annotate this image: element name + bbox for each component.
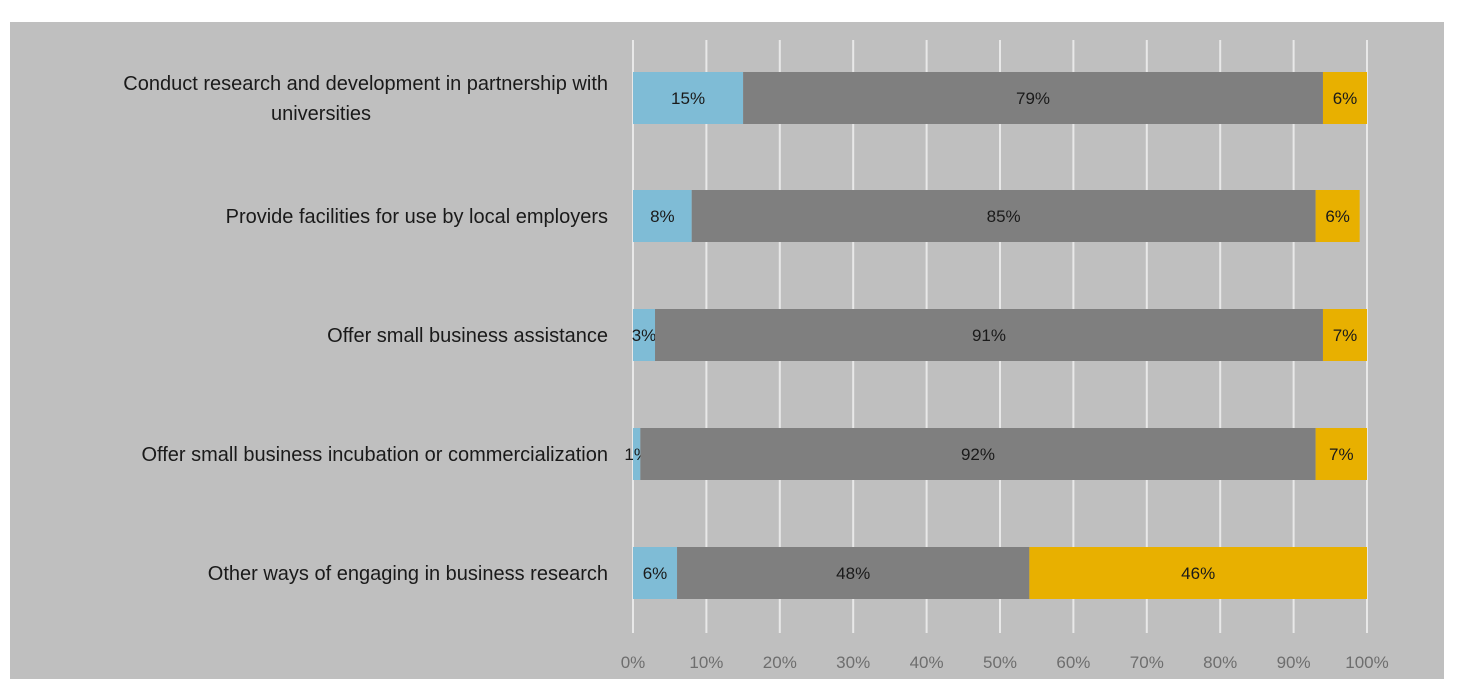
- category-label: Provide facilities for use by local empl…: [226, 206, 608, 228]
- data-label: 46%: [1181, 564, 1215, 583]
- data-label: 92%: [961, 445, 995, 464]
- category-label: Conduct research and development in part…: [123, 73, 608, 95]
- category-label: Offer small business assistance: [327, 325, 608, 347]
- data-label: 7%: [1329, 445, 1354, 464]
- x-tick-label: 50%: [983, 653, 1017, 672]
- data-label: 15%: [671, 89, 705, 108]
- category-label: Other ways of engaging in business resea…: [208, 563, 608, 585]
- chart-area: 15% 79% 6% 8% 85% 6% 3% 91% 7% 1% 92% 7% 6% 48% 46% Co…: [10, 22, 1444, 679]
- x-axis-ticks: 0% 10% 20% 30% 40% 50% 60% 70% 80% 90% 100%: [621, 653, 1389, 672]
- bar-segment: [633, 547, 678, 599]
- data-label: 79%: [1016, 89, 1050, 108]
- bar-segment: [1322, 309, 1367, 361]
- x-tick-label: 90%: [1277, 653, 1311, 672]
- data-label: 8%: [650, 207, 675, 226]
- bar-segment: [655, 309, 1323, 361]
- bar-segment: [1315, 428, 1367, 480]
- x-tick-label: 60%: [1056, 653, 1090, 672]
- category-label: universities: [271, 103, 371, 125]
- x-tick-label: 40%: [910, 653, 944, 672]
- category-labels: Conduct research and development in part…: [123, 73, 608, 585]
- bar-segment: [640, 428, 1316, 480]
- data-label: 91%: [972, 326, 1006, 345]
- category-label: Offer small business incubation or comme…: [142, 444, 609, 466]
- bar-segment: [691, 190, 1316, 242]
- bar-segment: [633, 72, 744, 124]
- x-tick-label: 100%: [1345, 653, 1388, 672]
- bars: 15% 79% 6%8% 85% 6%3% 91% 7%1% 92% 7%6% 48% 46%: [624, 72, 1367, 599]
- bar-segment: [1322, 72, 1367, 124]
- data-label: 6%: [1325, 207, 1350, 226]
- x-tick-label: 70%: [1130, 653, 1164, 672]
- bar-segment: [633, 309, 656, 361]
- stacked-bar-chart: 15% 79% 6%8% 85% 6%3% 91% 7%1% 92% 7%6% 48% 46% Co…: [123, 40, 1389, 672]
- x-tick-label: 80%: [1203, 653, 1237, 672]
- data-label: 48%: [836, 564, 870, 583]
- data-label: 3%: [632, 326, 657, 345]
- data-label: 7%: [1333, 326, 1358, 345]
- x-tick-label: 10%: [689, 653, 723, 672]
- bar-segment: [1029, 547, 1367, 599]
- bar-segment: [633, 190, 692, 242]
- bar-segment: [677, 547, 1030, 599]
- bar-segment: [743, 72, 1323, 124]
- data-label: 6%: [643, 564, 668, 583]
- bar-segment: [633, 428, 641, 480]
- x-tick-label: 30%: [836, 653, 870, 672]
- data-label: 6%: [1333, 89, 1358, 108]
- data-label: 85%: [987, 207, 1021, 226]
- bar-segment: [1315, 190, 1360, 242]
- x-tick-label: 20%: [763, 653, 797, 672]
- x-tick-label: 0%: [621, 653, 646, 672]
